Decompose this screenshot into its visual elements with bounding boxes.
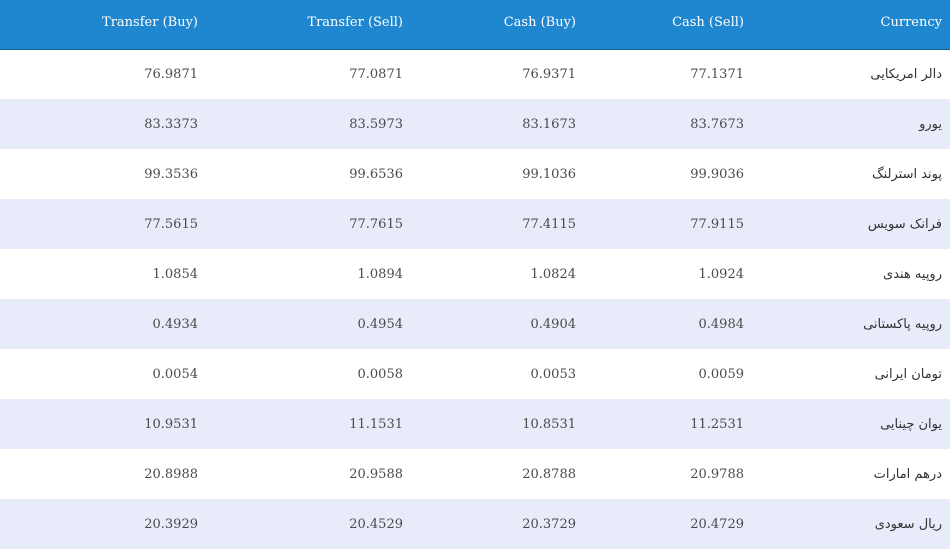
cash-sell-cell: 0.4984 [698,316,745,332]
currency-name-cell: فرانک سویس [752,199,950,249]
transfer-buy-cell: 77.5615 [144,216,198,232]
transfer-sell-cell: 0.0058 [357,366,404,382]
header-row: Transfer (Buy) Transfer (Sell) Cash (Buy… [0,0,950,50]
currency-name-label: روپیه هندی [883,266,942,282]
cash-sell-cell: 99.9036 [690,166,744,182]
currency-name-cell: یورو [752,99,950,149]
currency-name-label: یورو [919,116,942,132]
transfer-buy-cell: 20.8988 [144,466,198,482]
header-transfer-buy: Transfer (Buy) [0,0,206,50]
table-row: 76.9871 77.0871 76.9371 77.1371 دالر امریکای… [0,49,950,99]
currency-name-label: ریال سعودی [874,516,942,532]
cash-buy-cell: 76.9371 [522,66,576,82]
table-row: 99.3536 99.6536 99.1036 99.9036 پوند استرلنگ [0,149,950,199]
transfer-buy-cell: 1.0854 [152,266,199,282]
currency-name-cell: دالر امریکایی [752,49,950,99]
cash-buy-cell: 20.8788 [522,466,576,482]
table-row: 0.4934 0.4954 0.4904 0.4984 روپیه پاکستانی [0,299,950,349]
transfer-sell-cell: 83.5973 [349,116,403,132]
table-row: 0.0054 0.0058 0.0053 0.0059 تومان ایرانی [0,349,950,399]
header-transfer-sell: Transfer (Sell) [206,0,411,50]
currency-name-cell: ریال سعودی [752,499,950,549]
currency-name-cell: پوند استرلنگ [752,149,950,199]
transfer-buy-cell: 99.3536 [144,166,198,182]
cash-buy-cell: 99.1036 [522,166,576,182]
currency-name-cell: روپیه پاکستانی [752,299,950,349]
cash-sell-cell: 20.9788 [690,466,744,482]
cash-sell-cell: 11.2531 [690,416,744,432]
cash-buy-cell: 1.0824 [530,266,577,282]
table-row: 1.0854 1.0894 1.0824 1.0924 روپیه هندی [0,249,950,299]
transfer-buy-cell: 0.0054 [152,366,199,382]
currency-name-label: تومان ایرانی [874,366,942,382]
currency-name-label: یوان چینایی [880,416,942,432]
transfer-sell-cell: 20.4529 [349,516,403,532]
cash-buy-cell: 0.0053 [530,366,577,382]
transfer-sell-cell: 0.4954 [357,316,404,332]
currency-name-label: فرانک سویس [867,216,942,232]
cash-sell-cell: 1.0924 [698,266,745,282]
currency-name-label: روپیه پاکستانی [863,316,942,332]
header-currency: Currency [752,0,950,50]
currency-name-cell: درهم امارات [752,449,950,499]
transfer-sell-cell: 77.0871 [349,66,403,82]
currency-name-label: دالر امریکایی [870,66,942,82]
transfer-buy-cell: 76.9871 [144,66,198,82]
transfer-sell-cell: 11.1531 [349,416,403,432]
currency-name-cell: روپیه هندی [752,249,950,299]
table-row: 20.8988 20.9588 20.8788 20.9788 درهم امارات [0,449,950,499]
transfer-buy-cell: 20.3929 [144,516,198,532]
transfer-buy-cell: 83.3373 [144,116,198,132]
cash-sell-cell: 83.7673 [690,116,744,132]
transfer-sell-cell: 77.7615 [349,216,403,232]
transfer-buy-cell: 0.4934 [152,316,199,332]
cash-buy-cell: 10.8531 [522,416,576,432]
transfer-sell-cell: 20.9588 [349,466,403,482]
cash-sell-cell: 77.9115 [690,216,744,232]
cash-buy-cell: 77.4115 [522,216,576,232]
currency-name-label: پوند استرلنگ [871,166,942,182]
transfer-sell-cell: 1.0894 [357,266,404,282]
table-row: 20.3929 20.4529 20.3729 20.4729 ریال سعودی [0,499,950,549]
currency-name-cell: تومان ایرانی [752,349,950,399]
table-row: 77.5615 77.7615 77.4115 77.9115 فرانک سویس [0,199,950,249]
cash-sell-cell: 77.1371 [690,66,744,82]
cash-sell-cell: 20.4729 [690,516,744,532]
cash-buy-cell: 83.1673 [522,116,576,132]
header-cash-sell: Cash (Sell) [584,0,752,50]
table-body: 76.9871 77.0871 76.9371 77.1371 دالر امریکای… [0,49,950,549]
currency-name-label: درهم امارات [873,466,942,482]
cash-buy-cell: 20.3729 [522,516,576,532]
table-row: 10.9531 11.1531 10.8531 11.2531 یوان چینایی [0,399,950,449]
transfer-buy-cell: 10.9531 [144,416,198,432]
cash-sell-cell: 0.0059 [698,366,745,382]
transfer-sell-cell: 99.6536 [349,166,403,182]
table-header: Transfer (Buy) Transfer (Sell) Cash (Buy… [0,0,950,50]
table-row: 83.3373 83.5973 83.1673 83.7673 یورو [0,99,950,149]
cash-buy-cell: 0.4904 [530,316,577,332]
currency-name-cell: یوان چینایی [752,399,950,449]
header-cash-buy: Cash (Buy) [411,0,584,50]
